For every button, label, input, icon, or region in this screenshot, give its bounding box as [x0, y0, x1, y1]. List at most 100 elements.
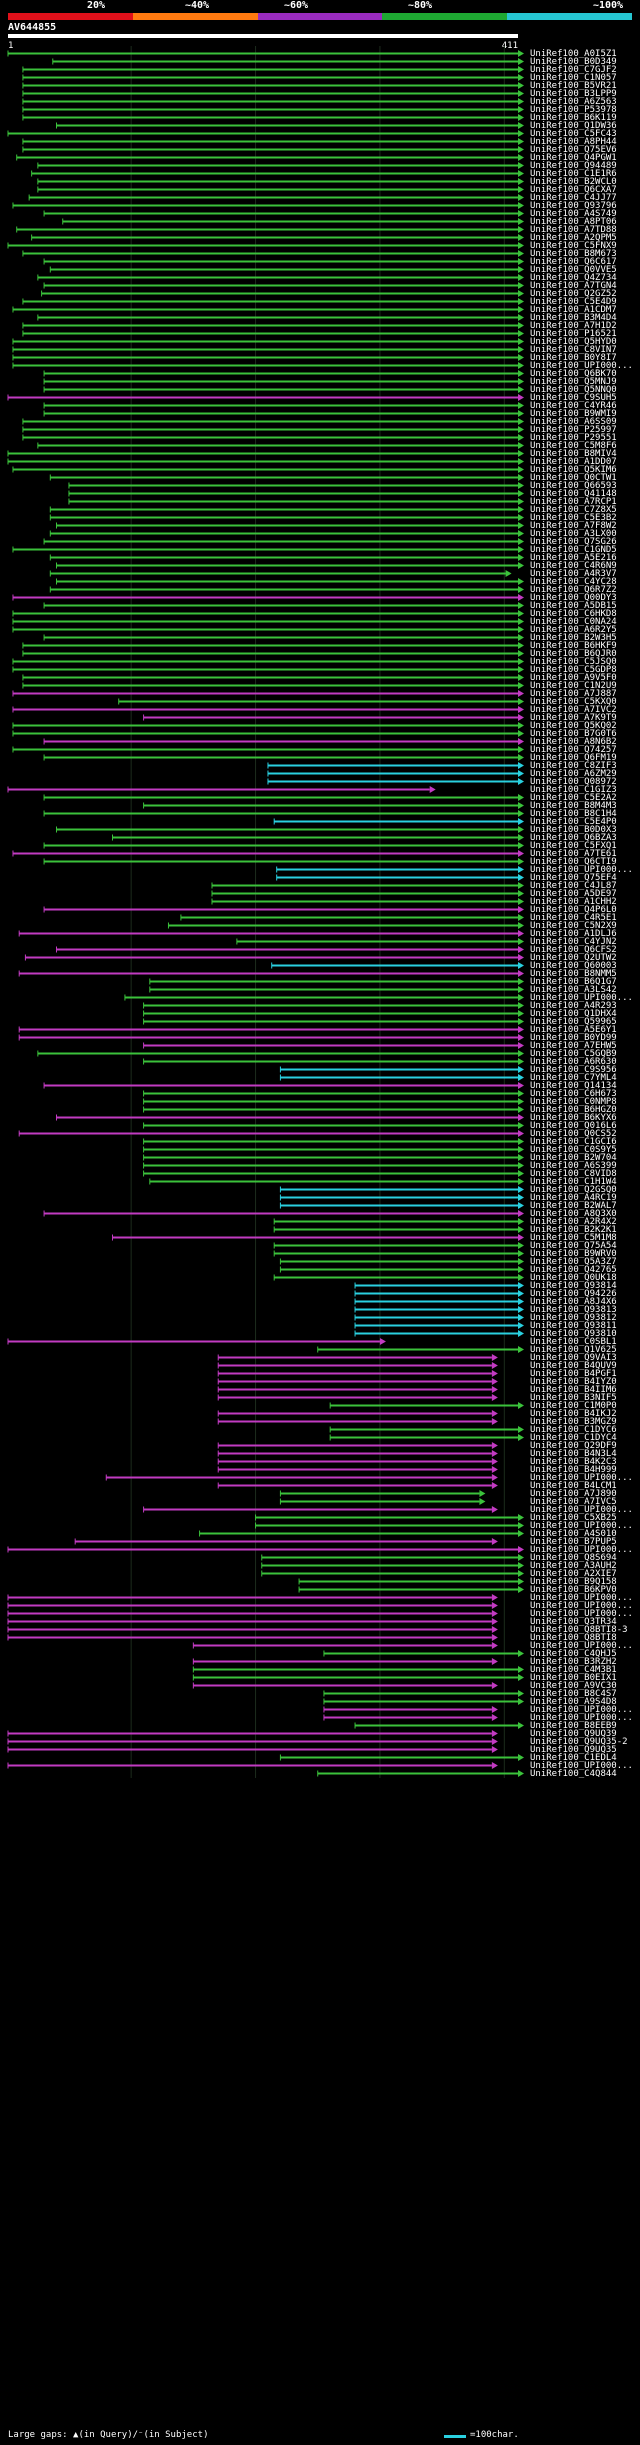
- hit-label[interactable]: UniRef100_C4QHJ5: [530, 1649, 617, 1659]
- hit-label[interactable]: UniRef100_B8C4S7: [530, 1689, 617, 1699]
- hit-label[interactable]: UniRef100_Q75A54: [530, 1241, 617, 1251]
- hit-label[interactable]: UniRef100_B4IIM6: [530, 1385, 617, 1395]
- hit-label[interactable]: UniRef100_Q08972: [530, 777, 617, 787]
- hit-label[interactable]: UniRef100_A6R630: [530, 1057, 617, 1067]
- hit-label[interactable]: UniRef100_A2R4X2: [530, 1217, 617, 1227]
- hit-label[interactable]: UniRef100_Q75EV6: [530, 145, 617, 155]
- hit-label[interactable]: UniRef100_Q66593: [530, 481, 617, 491]
- hit-label[interactable]: UniRef100_Q29DF9: [530, 1441, 617, 1451]
- hit-label[interactable]: UniRef100_C1GIZ3: [530, 785, 617, 795]
- hit-label[interactable]: UniRef100_B5VR21: [530, 81, 617, 91]
- hit-label[interactable]: UniRef100_B8C1H4: [530, 809, 617, 819]
- hit-label[interactable]: UniRef100_UPI000...: [530, 1473, 633, 1483]
- hit-label[interactable]: UniRef100_A7J887: [530, 689, 617, 699]
- hit-label[interactable]: UniRef100_Q9UQ39: [530, 1729, 617, 1739]
- hit-label[interactable]: UniRef100_Q93812: [530, 1313, 617, 1323]
- hit-label[interactable]: UniRef100_Q94489: [530, 161, 617, 171]
- hit-label[interactable]: UniRef100_A2XIE7: [530, 1569, 617, 1579]
- hit-label[interactable]: UniRef100_Q2GSQ0: [530, 1185, 617, 1195]
- hit-label[interactable]: UniRef100_B4H999: [530, 1465, 617, 1475]
- hit-label[interactable]: UniRef100_A1CHH2: [530, 897, 617, 907]
- hit-label[interactable]: UniRef100_A8J4X6: [530, 1297, 617, 1307]
- hit-label[interactable]: UniRef100_C5M8F6: [530, 441, 617, 451]
- hit-label[interactable]: UniRef100_B6HKF9: [530, 641, 617, 651]
- hit-label[interactable]: UniRef100_B6K119: [530, 113, 617, 123]
- hit-label[interactable]: UniRef100_Q74257: [530, 745, 617, 755]
- hit-label[interactable]: UniRef100_Q4PGW1: [530, 153, 617, 163]
- hit-label[interactable]: UniRef100_B6KPV0: [530, 1585, 617, 1595]
- hit-label[interactable]: UniRef100_Q1DHX4: [530, 1009, 617, 1019]
- hit-label[interactable]: UniRef100_C6H673: [530, 1089, 617, 1099]
- hit-label[interactable]: UniRef100_C0NA24: [530, 617, 617, 627]
- hit-label[interactable]: UniRef100_UPI000...: [530, 361, 633, 371]
- hit-label[interactable]: UniRef100_B6HGZ0: [530, 1105, 617, 1115]
- hit-label[interactable]: UniRef100_C5KXQ0: [530, 697, 617, 707]
- hit-label[interactable]: UniRef100_A1DLJ6: [530, 929, 617, 939]
- hit-label[interactable]: UniRef100_B0D349: [530, 57, 617, 67]
- hit-label[interactable]: UniRef100_A3LX00: [530, 529, 617, 539]
- hit-label[interactable]: UniRef100_A7TD88: [530, 225, 617, 235]
- hit-label[interactable]: UniRef100_C8VID8: [530, 1169, 617, 1179]
- hit-label[interactable]: UniRef100_Q93796: [530, 201, 617, 211]
- hit-label[interactable]: UniRef100_C5FC43: [530, 129, 617, 139]
- hit-label[interactable]: UniRef100_Q6C617: [530, 257, 617, 267]
- hit-label[interactable]: UniRef100_A5E216: [530, 553, 617, 563]
- hit-label[interactable]: UniRef100_C9S956: [530, 1065, 617, 1075]
- hit-label[interactable]: UniRef100_Q0CS52: [530, 1129, 617, 1139]
- hit-label[interactable]: UniRef100_Q4Z734: [530, 273, 617, 283]
- hit-label[interactable]: UniRef100_A6SS09: [530, 417, 617, 427]
- hit-label[interactable]: UniRef100_Q14134: [530, 1081, 617, 1091]
- hit-label[interactable]: UniRef100_A9V5F0: [530, 673, 617, 683]
- hit-label[interactable]: UniRef100_A7EHW5: [530, 1041, 617, 1051]
- hit-label[interactable]: UniRef100_UPI000...: [530, 1505, 633, 1515]
- hit-label[interactable]: UniRef100_C9SUH5: [530, 393, 617, 403]
- hit-label[interactable]: UniRef100_Q0CTW1: [530, 473, 617, 483]
- hit-label[interactable]: UniRef100_C4YC28: [530, 577, 617, 587]
- hit-label[interactable]: UniRef100_Q5MNJ9: [530, 377, 617, 387]
- hit-label[interactable]: UniRef100_B8NMM5: [530, 969, 617, 979]
- hit-label[interactable]: UniRef100_Q6CFS2: [530, 945, 617, 955]
- hit-label[interactable]: UniRef100_B6QJR0: [530, 649, 617, 659]
- hit-label[interactable]: UniRef100_C1GND5: [530, 545, 617, 555]
- hit-label[interactable]: UniRef100_Q93810: [530, 1329, 617, 1339]
- hit-label[interactable]: UniRef100_C5E2A2: [530, 793, 617, 803]
- hit-label[interactable]: UniRef100_A7K9T9: [530, 713, 617, 723]
- hit-label[interactable]: UniRef100_Q5KQ02: [530, 721, 617, 731]
- hit-label[interactable]: UniRef100_C1EDL4: [530, 1753, 617, 1763]
- hit-label[interactable]: UniRef100_C1E1R6: [530, 169, 617, 179]
- hit-label[interactable]: UniRef100_Q93811: [530, 1321, 617, 1331]
- hit-label[interactable]: UniRef100_A4R293: [530, 1001, 617, 1011]
- hit-label[interactable]: UniRef100_C6HKD8: [530, 609, 617, 619]
- hit-label[interactable]: UniRef100_C5GDP8: [530, 665, 617, 675]
- hit-label[interactable]: UniRef100_A7TE61: [530, 849, 617, 859]
- hit-label[interactable]: UniRef100_Q93813: [530, 1305, 617, 1315]
- hit-label[interactable]: UniRef100_Q6BK70: [530, 369, 617, 379]
- hit-label[interactable]: UniRef100_Q7SG26: [530, 537, 617, 547]
- hit-label[interactable]: UniRef100_B2K2K1: [530, 1225, 617, 1235]
- hit-label[interactable]: UniRef100_A8PH44: [530, 137, 617, 147]
- hit-label[interactable]: UniRef100_A1CDM7: [530, 305, 617, 315]
- hit-label[interactable]: UniRef100_B3M4D4: [530, 313, 617, 323]
- hit-label[interactable]: UniRef100_Q93814: [530, 1281, 617, 1291]
- hit-label[interactable]: UniRef100_Q00DY3: [530, 593, 617, 603]
- hit-label[interactable]: UniRef100_C4JL87: [530, 881, 617, 891]
- hit-label[interactable]: UniRef100_UPI000...: [530, 1705, 633, 1715]
- hit-label[interactable]: UniRef100_C1N2U9: [530, 681, 617, 691]
- hit-label[interactable]: UniRef100_P16521: [530, 329, 617, 339]
- hit-label[interactable]: UniRef100_UPI000...: [530, 1601, 633, 1611]
- hit-label[interactable]: UniRef100_Q3TR34: [530, 1617, 617, 1627]
- hit-label[interactable]: UniRef100_Q6CTI9: [530, 857, 617, 867]
- hit-label[interactable]: UniRef100_B7G0T6: [530, 729, 617, 739]
- hit-label[interactable]: UniRef100_Q94226: [530, 1289, 617, 1299]
- hit-label[interactable]: UniRef100_UPI000...: [530, 1521, 633, 1531]
- hit-label[interactable]: UniRef100_A8PT06: [530, 217, 617, 227]
- hit-label[interactable]: UniRef100_B8M673: [530, 249, 617, 259]
- hit-label[interactable]: UniRef100_C1H1W4: [530, 1177, 617, 1187]
- hit-label[interactable]: UniRef100_Q6R7Z2: [530, 585, 617, 595]
- hit-label[interactable]: UniRef100_A8N6B2: [530, 737, 617, 747]
- hit-label[interactable]: UniRef100_B4IYZ0: [530, 1377, 617, 1387]
- hit-label[interactable]: UniRef100_A6R2Y5: [530, 625, 617, 635]
- hit-label[interactable]: UniRef100_Q9UQ35-2: [530, 1737, 628, 1747]
- hit-label[interactable]: UniRef100_B4PGF1: [530, 1369, 617, 1379]
- hit-label[interactable]: UniRef100_C4R5E1: [530, 913, 617, 923]
